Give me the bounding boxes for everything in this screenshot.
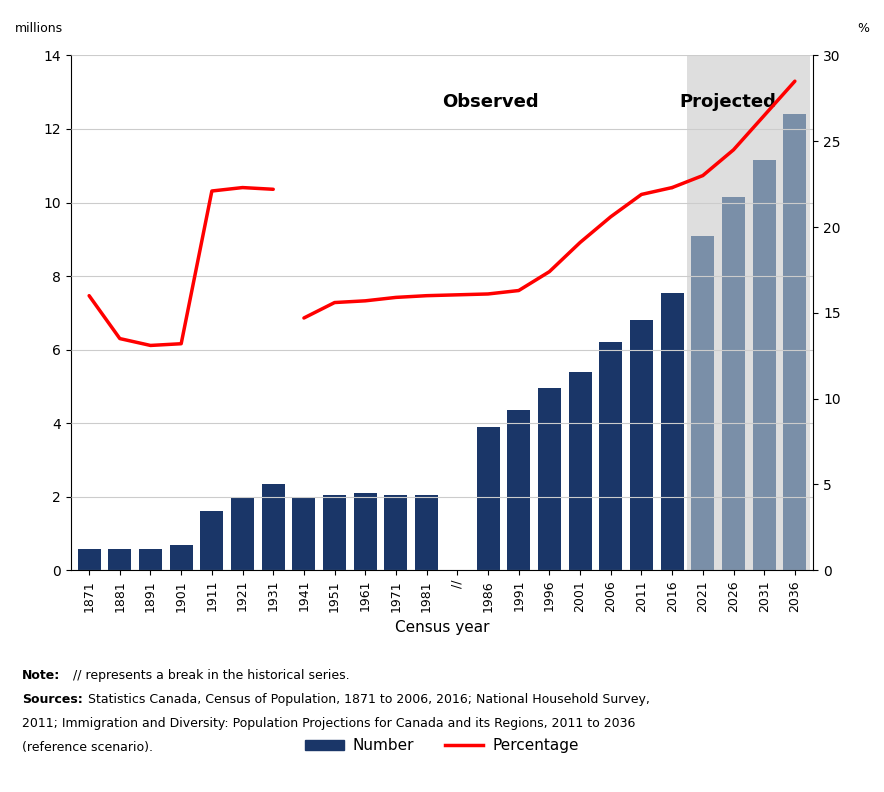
Bar [385, 495, 408, 570]
Text: Projected: Projected [680, 93, 776, 111]
Bar [415, 495, 438, 570]
Bar [354, 493, 377, 570]
Bar [599, 342, 622, 570]
Bar [476, 427, 499, 570]
Bar [262, 484, 285, 570]
X-axis label: Census year: Census year [395, 620, 489, 635]
Bar [568, 371, 591, 570]
Text: // represents a break in the historical series.: // represents a break in the historical … [73, 669, 350, 682]
Bar [231, 497, 254, 570]
Bar [201, 512, 224, 570]
Bar [78, 549, 101, 570]
Text: (reference scenario).: (reference scenario). [22, 741, 153, 753]
Text: Statistics Canada, Census of Population, 1871 to 2006, 2016; National Household : Statistics Canada, Census of Population,… [88, 693, 651, 706]
Bar [507, 410, 530, 570]
Legend: Number, Percentage: Number, Percentage [300, 733, 584, 760]
Bar [630, 320, 653, 570]
Bar [323, 495, 347, 570]
Bar [139, 549, 162, 570]
Bar [109, 549, 132, 570]
Bar [691, 235, 714, 570]
Bar [537, 388, 561, 570]
Text: %: % [857, 22, 869, 35]
Bar [170, 545, 193, 570]
Bar [688, 55, 811, 570]
Text: Note:: Note: [22, 669, 60, 682]
Bar [660, 292, 683, 570]
Text: 2011; Immigration and Diversity: Population Projections for Canada and its Regio: 2011; Immigration and Diversity: Populat… [22, 717, 636, 729]
Bar [722, 197, 745, 570]
Bar [293, 497, 316, 570]
Text: Sources:: Sources: [22, 693, 83, 706]
Text: millions: millions [15, 22, 63, 35]
Bar [783, 114, 806, 570]
Bar [752, 160, 775, 570]
Text: Observed: Observed [442, 93, 538, 111]
